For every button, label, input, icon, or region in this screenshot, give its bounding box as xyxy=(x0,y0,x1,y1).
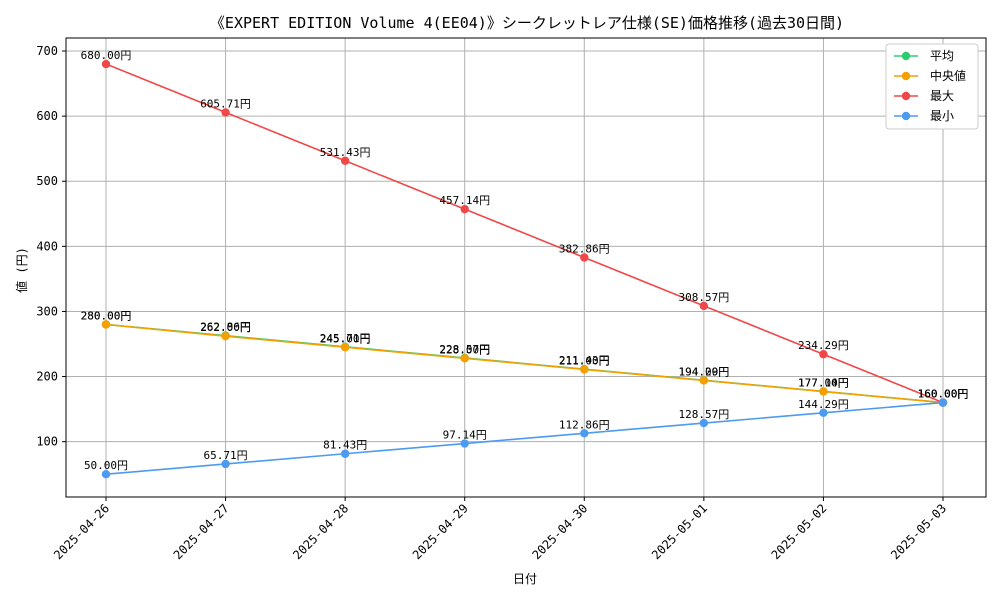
plot-frame xyxy=(65,37,987,498)
legend-label: 最小 xyxy=(930,109,954,123)
y-axis-title: 値 (円) xyxy=(14,247,29,293)
data-point xyxy=(580,365,589,374)
chart-title: 《EXPERT EDITION Volume 4(EE04)》シークレットレア仕… xyxy=(210,14,844,32)
data-label: 228.00円 xyxy=(439,343,490,356)
data-label: 160.00円 xyxy=(918,388,969,401)
data-point xyxy=(938,398,948,407)
legend-label: 中央値 xyxy=(930,68,966,83)
data-label: 177.14円 xyxy=(798,376,849,389)
x-axis-title: 日付 xyxy=(513,572,537,586)
x-tick-label: 2025-05-02 xyxy=(769,501,830,562)
y-tick-label: 600 xyxy=(36,109,58,123)
data-label: 234.29円 xyxy=(798,339,849,352)
data-label: 262.00円 xyxy=(200,321,251,334)
data-label: 605.71円 xyxy=(200,97,251,110)
series-line-3 xyxy=(105,401,944,476)
data-label: 160.00円 xyxy=(918,388,969,401)
data-point xyxy=(819,387,828,396)
plot-area: 100 200 300 400 500 600 700 2025-04-26 2025-04-2… xyxy=(36,37,987,562)
y-tick-label: 500 xyxy=(36,174,58,188)
data-point xyxy=(580,253,589,262)
legend-swatch-marker xyxy=(901,91,911,101)
data-label: 81.43円 xyxy=(323,439,367,452)
data-point xyxy=(340,449,350,458)
data-point xyxy=(221,331,230,341)
data-point xyxy=(101,59,111,69)
data-point xyxy=(460,439,469,448)
y-tick-label: 100 xyxy=(36,435,58,449)
data-point xyxy=(699,301,709,311)
legend-swatch-marker xyxy=(901,51,911,61)
data-point xyxy=(699,376,709,385)
data-label: 177.00円 xyxy=(798,377,849,390)
data-label: 680.00円 xyxy=(81,49,132,62)
data-point xyxy=(460,354,469,363)
x-tick-label: 2025-04-30 xyxy=(529,501,590,562)
data-label: 65.71円 xyxy=(204,449,248,462)
data-label: 160.00円 xyxy=(918,388,969,401)
x-tick-label: 2025-05-03 xyxy=(888,501,949,562)
data-point xyxy=(580,429,589,438)
data-point xyxy=(819,350,828,359)
data-point xyxy=(340,343,350,352)
data-label: 160.00円 xyxy=(918,388,969,401)
data-label: 211.43円 xyxy=(559,354,610,367)
y-tick-label: 300 xyxy=(36,304,58,318)
data-label: 308.57円 xyxy=(678,291,729,304)
x-tick-label: 2025-04-27 xyxy=(171,501,232,562)
data-label: 211.00円 xyxy=(559,354,610,367)
x-tick-label: 2025-05-01 xyxy=(649,501,710,562)
data-label: 457.14円 xyxy=(439,194,490,207)
data-label: 112.86円 xyxy=(559,418,610,431)
data-point xyxy=(101,320,111,329)
y-tick-label: 400 xyxy=(36,239,58,253)
y-tick-label: 700 xyxy=(36,44,58,58)
data-point xyxy=(340,156,350,165)
data-point xyxy=(460,204,469,214)
x-tick-label: 2025-04-26 xyxy=(51,501,112,562)
data-label: 97.14円 xyxy=(443,429,487,442)
data-label: 194.00円 xyxy=(678,365,729,378)
data-label: 245.71円 xyxy=(320,332,371,345)
data-label: 262.86円 xyxy=(200,321,251,334)
data-label: 228.57円 xyxy=(439,343,490,356)
x-tick-label: 2025-04-29 xyxy=(410,501,471,562)
data-point xyxy=(819,408,828,418)
legend-swatch-marker xyxy=(901,71,911,81)
data-point xyxy=(221,108,230,117)
legend-label: 平均 xyxy=(930,49,954,63)
data-point xyxy=(221,459,230,469)
data-label: 128.57円 xyxy=(678,408,729,421)
series-line-2 xyxy=(105,63,944,404)
x-tick-label: 2025-04-28 xyxy=(290,501,351,562)
legend-swatch-marker xyxy=(901,111,911,121)
data-point xyxy=(101,470,111,479)
data-label: 50.00円 xyxy=(84,459,128,472)
data-point xyxy=(699,418,709,428)
legend-label: 最大 xyxy=(930,89,954,103)
data-label: 531.43円 xyxy=(320,146,371,159)
data-label: 280.00円 xyxy=(81,309,132,322)
data-label: 245.00円 xyxy=(320,332,371,345)
data-label: 194.29円 xyxy=(678,365,729,378)
data-label: 382.86円 xyxy=(559,242,610,255)
y-tick-label: 200 xyxy=(36,370,58,384)
series-line-1 xyxy=(105,323,944,404)
data-label: 144.29円 xyxy=(798,398,849,411)
data-label: 280.00円 xyxy=(81,309,132,322)
legend-box xyxy=(885,43,979,130)
